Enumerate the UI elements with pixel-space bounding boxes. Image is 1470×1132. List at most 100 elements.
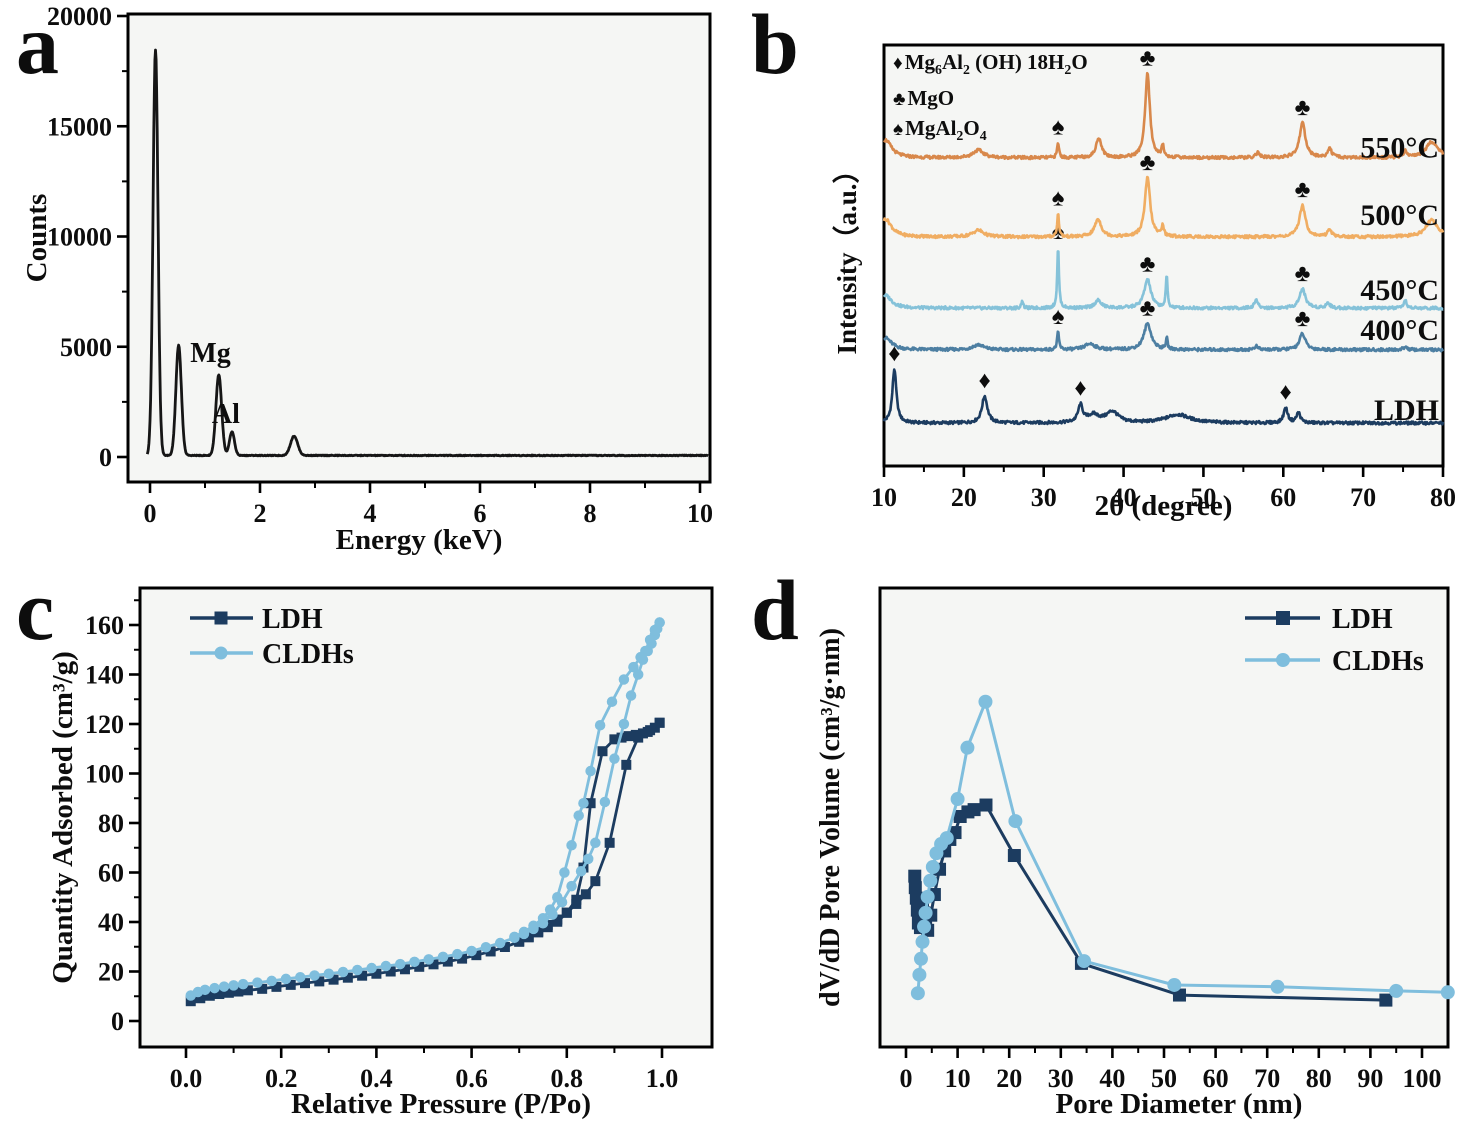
y-tick-label: 80 — [98, 809, 124, 838]
data-point-LDH — [195, 993, 206, 1004]
data-point-LDH — [552, 914, 563, 925]
xrd-legend-item: ♠MgAl2O4 — [893, 116, 987, 144]
panel-letter-d: d — [751, 562, 799, 658]
data-point-CLDHs — [575, 866, 587, 877]
data-point-CLDHs — [582, 853, 594, 865]
curve-label-500°C: 500°C — [1360, 199, 1439, 232]
x-tick-label: 20 — [951, 483, 977, 512]
y-axis-title: Counts — [21, 194, 53, 283]
data-point-LDH — [471, 950, 482, 961]
data-point-CLDHs — [228, 980, 239, 991]
panel-letter-b: b — [751, 0, 799, 92]
y-tick-label: 10000 — [47, 223, 112, 252]
data-point-CLDHs — [590, 837, 601, 849]
data-point-CLDHs — [323, 968, 335, 979]
xrd-curve-450°C — [882, 250, 1444, 311]
phase-marker-spade: ♠ — [1052, 304, 1065, 330]
data-point-LDH — [271, 981, 282, 992]
y-axis-title: dV/dD Pore Volume (cm³/g·nm) — [815, 628, 846, 1007]
data-point-LDH — [533, 926, 544, 937]
data-point-CLDHs — [218, 981, 230, 992]
x-tick-label: 30 — [1048, 1064, 1074, 1093]
data-point-CLDHs — [1270, 979, 1285, 994]
x-tick-label: 80 — [1306, 1064, 1332, 1093]
phase-marker-club: ♣ — [1140, 150, 1156, 176]
data-point-CLDHs — [366, 962, 377, 974]
data-point-CLDHs — [1077, 954, 1092, 969]
data-point-LDH — [414, 961, 425, 972]
data-point-CLDHs — [518, 926, 530, 938]
phase-marker-diamond: ♦ — [978, 368, 990, 394]
legend-marker-CLDHs — [1276, 653, 1290, 667]
y-tick-label: 140 — [85, 661, 124, 690]
data-point-LDH — [597, 746, 608, 757]
data-point-LDH — [233, 986, 244, 997]
data-point-CLDHs — [199, 984, 211, 996]
data-point-CLDHs — [635, 651, 646, 663]
data-point-CLDHs — [632, 669, 644, 680]
data-point-LDH — [630, 729, 641, 740]
data-point-LDH — [428, 959, 439, 970]
data-point-CLDHs — [939, 831, 954, 846]
data-point-CLDHs — [466, 945, 477, 957]
x-tick-label: 0.6 — [455, 1064, 488, 1093]
legend-label-LDH: LDH — [262, 604, 323, 635]
curve-label-400°C: 400°C — [1360, 314, 1439, 347]
x-axis-title: Relative Pressure (P/Po) — [291, 1088, 591, 1120]
data-point-CLDHs — [394, 958, 406, 970]
data-point-LDH — [223, 987, 234, 998]
panel-letter-c: c — [16, 562, 55, 658]
data-point-CLDHs — [1167, 977, 1182, 992]
data-point-CLDHs — [509, 931, 520, 943]
data-point-LDH — [645, 725, 656, 736]
data-point-LDH — [1007, 849, 1021, 863]
data-point-CLDHs — [644, 634, 656, 646]
data-point-LDH — [442, 956, 453, 967]
curve-label-450°C: 450°C — [1360, 274, 1439, 307]
panel-c-isotherm: c LDH CLDHs 0.0 0.2 0.4 0.6 0.8 1.0 0 20 40 60 80 100… — [0, 562, 735, 1132]
xrd-legend-item: ♦Mg6Al2 (OH) 18H2O — [893, 50, 1088, 78]
data-point-CLDHs — [573, 810, 584, 821]
xrd-phase-legend: ♦Mg6Al2 (OH) 18H2O ♣MgO ♠MgAl2O4 — [893, 48, 1088, 150]
data-point-LDH — [285, 979, 296, 990]
phase-symbol-icon: ♠ — [893, 119, 904, 141]
x-tick-label: 4 — [364, 499, 377, 528]
phase-marker-club: ♣ — [1140, 251, 1156, 277]
phase-marker-club: ♣ — [1295, 261, 1311, 287]
data-point-CLDHs — [1008, 814, 1023, 829]
x-tick-label: 2 — [254, 499, 267, 528]
data-point-CLDHs — [618, 674, 630, 685]
data-point-CLDHs — [494, 937, 506, 949]
data-point-CLDHs — [618, 718, 630, 730]
phase-marker-diamond: ♦ — [1074, 376, 1086, 402]
xrd-pattern-chart: ♦ ♦ ♦ ♦ LDH ♠ ♣ ♣ 400°C ♠ ♣ ♣ 450°C ♠ ♣ ♣ 500°C ♠ ♣ ♣ 550°C 1… — [832, 43, 1456, 522]
data-point-LDH — [314, 976, 325, 987]
x-tick-label: 10 — [687, 499, 713, 528]
pore-distribution-chart: LDH CLDHs 0 10 20 30 40 50 60 70 80 90 100 Pore Diame… — [815, 586, 1455, 1120]
data-point-CLDHs — [913, 951, 928, 966]
data-point-LDH — [908, 869, 922, 883]
data-point-LDH — [979, 798, 993, 812]
legend-label-CLDHs: CLDHs — [262, 639, 354, 670]
plot-frame — [878, 586, 1450, 1049]
data-point-CLDHs — [294, 971, 306, 983]
data-point-CLDHs — [209, 982, 220, 994]
data-point-CLDHs — [528, 920, 539, 931]
x-tick-label: 6 — [474, 499, 487, 528]
y-tick-label: 20 — [98, 958, 124, 987]
y-axis-title: Quantity Adsorbed (cm³/g) — [47, 651, 79, 984]
data-point-CLDHs — [423, 954, 435, 965]
data-point-LDH — [300, 978, 310, 989]
data-point-CLDHs — [594, 719, 606, 731]
data-point-LDH — [523, 931, 534, 942]
y-tick-label: 120 — [85, 710, 124, 739]
data-point-CLDHs — [337, 966, 349, 978]
data-point-CLDHs — [544, 904, 556, 915]
x-tick-label: 60 — [1203, 1064, 1229, 1093]
xrd-curve-400°C — [883, 322, 1445, 353]
y-tick-label: 160 — [85, 611, 124, 640]
y-tick-label: 5000 — [60, 333, 112, 362]
data-point-LDH — [604, 837, 615, 848]
adsorption-isotherm-chart: LDH CLDHs 0.0 0.2 0.4 0.6 0.8 1.0 0 20 40 60 80 100 12… — [47, 586, 714, 1120]
data-point-CLDHs — [920, 889, 935, 904]
